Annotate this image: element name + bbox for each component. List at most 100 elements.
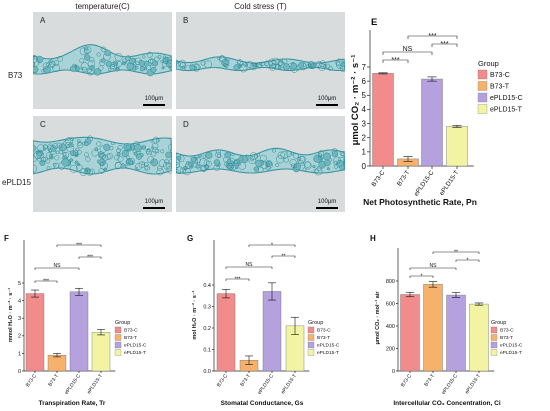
legend-item-b73-t: B73-T	[114, 334, 137, 341]
tissue-cell	[199, 158, 208, 167]
significance-bracket-line	[409, 275, 434, 278]
significance-bracket-line	[431, 43, 458, 47]
significance-bracket-line	[56, 244, 102, 247]
tissue-cell	[164, 159, 170, 165]
legend-item-epld15-c: ePLD15-C	[490, 341, 523, 349]
y-tick-label-e: 7	[362, 63, 367, 72]
legend-label: ePLD15-T	[317, 350, 339, 356]
significance-bracket-e: ***	[382, 57, 409, 64]
error-bar-e-b73-c	[378, 72, 388, 75]
significance-label: ***	[391, 57, 399, 64]
tissue-cell	[87, 60, 96, 68]
x-tick-label-e-b73-t: B73-T	[396, 169, 412, 187]
legend-swatch	[477, 69, 488, 80]
tissue-cell	[133, 151, 138, 156]
tissue-cell	[125, 144, 131, 150]
y-tick-label-g: 0.1	[203, 347, 211, 353]
significance-label: *	[271, 243, 273, 249]
x-tick-label-f-b73-c: B73-C	[25, 373, 38, 388]
x-tick-label-e-b73-c: B73-C	[370, 169, 386, 188]
x-tick-label-g-epld15-t: ePLD15-T	[280, 373, 298, 395]
tissue-cell	[295, 65, 301, 71]
tissue-cell	[155, 149, 160, 154]
tissue-cell	[178, 59, 187, 68]
tissue-cell	[135, 61, 140, 66]
tissue-cell	[161, 66, 165, 70]
tissue-cell	[239, 64, 248, 73]
tissue-cell	[43, 156, 48, 162]
tissue-cell	[306, 63, 312, 69]
legend-label: B73-T	[490, 83, 510, 90]
tissue-cell	[179, 167, 187, 174]
tissue-cell	[237, 162, 242, 166]
tissue-cell	[100, 161, 108, 170]
tissue-cell	[103, 143, 111, 151]
tissue-cell	[283, 157, 289, 163]
significance-bracket-line	[78, 256, 102, 259]
panel-label-g: G	[187, 234, 193, 243]
y-tick-label-g: 0.2	[203, 326, 211, 332]
tissue-cell	[277, 151, 285, 159]
tissue-cell	[133, 144, 143, 153]
tissue-cell	[93, 68, 102, 76]
legend-title: Group	[308, 320, 323, 326]
significance-label: ***	[235, 277, 241, 283]
panel-label-a: A	[40, 16, 46, 25]
significance-bracket-f: ***	[56, 243, 102, 249]
error-bar-g-b73-t	[245, 355, 253, 365]
bar-h-b73-t	[423, 284, 443, 372]
panel-label-h: H	[370, 234, 376, 243]
tissue-cell	[234, 160, 239, 165]
tissue-cell	[259, 62, 263, 66]
legend-item-epld15-t: ePLD15-T	[490, 349, 522, 356]
tissue-cell	[319, 60, 327, 68]
significance-bracket-e: ***	[431, 41, 458, 48]
tissue-cell	[160, 149, 165, 154]
tissue-cell	[235, 166, 239, 170]
tissue-cell	[293, 153, 299, 159]
tissue-cell	[117, 155, 124, 162]
error-bar-e-b73-t	[403, 156, 413, 162]
tissue-cell	[282, 63, 290, 71]
error-bar-e-epld15-t	[452, 124, 462, 128]
tissue-cell	[86, 68, 92, 73]
tissue-cell	[110, 64, 116, 69]
tissue-cell	[165, 151, 172, 159]
tissue-cell	[33, 54, 38, 63]
tissue-cell	[266, 163, 270, 167]
significance-bracket-f: ***	[78, 255, 102, 261]
significance-bracket-f: ***	[34, 279, 58, 285]
tissue-cell	[328, 66, 333, 71]
tissue-cell	[148, 58, 154, 64]
tissue-cell	[302, 167, 307, 172]
legend-swatch	[114, 349, 122, 356]
tissue-cell	[33, 61, 36, 67]
tissue-cell	[339, 65, 345, 72]
tissue-cell	[33, 58, 40, 67]
tissue-cell	[135, 153, 143, 160]
legend-swatch	[477, 81, 488, 91]
significance-bracket-e: ***	[407, 33, 458, 40]
tissue-cell	[40, 156, 46, 163]
bar-h-epld15-c	[446, 294, 466, 372]
legend-e: Group B73-C B73-T ePLD15-C ePLD15-T	[477, 59, 523, 114]
tissue-cell	[312, 164, 316, 169]
y-axis-label-f: mmol H₂O · m⁻² · s⁻¹	[7, 288, 14, 342]
tissue-cell	[114, 52, 123, 61]
legend-item-b73-t: B73-T	[477, 81, 510, 91]
tissue-cell	[154, 56, 160, 62]
legend-item-b73-t: B73-T	[307, 334, 330, 341]
x-tick-label-h-epld15-c: ePLD15-C	[441, 373, 460, 396]
tissue-cell	[223, 63, 227, 67]
legend-label: ePLD15-C	[317, 343, 340, 349]
tissue-cell	[99, 152, 106, 160]
tissue-cells	[33, 46, 172, 77]
tissue-cell	[162, 55, 167, 60]
tissue-cell	[72, 150, 79, 156]
x-axis-label-g: Stomatal Conductance, Gs	[221, 400, 304, 407]
scale-bar-label: 100μm	[144, 199, 164, 205]
tissue-cell	[54, 155, 60, 161]
tissue-cell	[117, 145, 123, 151]
